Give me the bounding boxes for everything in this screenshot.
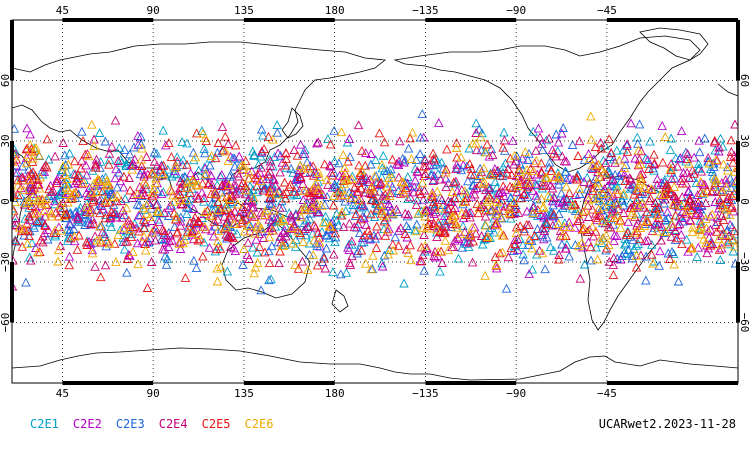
frame-ticks [10, 18, 740, 385]
top-lon-label-5: −90 [506, 4, 526, 17]
legend-item-c2e4: C2E4 [158, 417, 188, 431]
top-lon-label-4: −135 [412, 4, 439, 17]
japan-coastline [281, 107, 304, 139]
north-america-coastline [393, 35, 701, 173]
legend-item-c2e6: C2E6 [244, 417, 274, 431]
legend-item-c2e1: C2E1 [30, 417, 59, 431]
axis-labels: 45 45 90 90 135 135 180 180 −135 −135 −90 −90 −45 −45… [0, 4, 750, 400]
legend: C2E1 C2E2 C2E3 C2E4 C2E5 C2E6 [30, 417, 287, 431]
left-lat-label-3: −30 [0, 252, 12, 272]
africa-coastline [12, 149, 37, 263]
left-lat-label-1: 30 [0, 134, 12, 147]
right-lat-label-1: 30 [738, 134, 750, 147]
antarctica-coastline [12, 347, 738, 381]
graticule [12, 20, 738, 383]
top-lon-label-6: −45 [597, 4, 617, 17]
left-lat-label-2: 0 [0, 198, 12, 205]
europe-right-coastline [717, 83, 738, 97]
top-lon-label-3: 180 [325, 4, 345, 17]
right-lat-label-2: 0 [738, 198, 750, 205]
right-lat-label-0: 60 [738, 74, 750, 87]
right-lat-label-3: −30 [738, 252, 750, 272]
bottom-lon-label-6: −45 [597, 387, 617, 400]
eurasia-coastline [12, 41, 387, 199]
left-lat-label-4: −60 [0, 313, 12, 333]
right-lat-label-4: −60 [738, 313, 750, 333]
markers-c2e5 [12, 128, 738, 292]
greenland-coastline [639, 27, 709, 61]
observation-markers [12, 108, 738, 295]
left-lat-label-0: 60 [0, 74, 12, 87]
south-america-coastline [579, 175, 677, 331]
legend-item-c2e3: C2E3 [115, 417, 145, 431]
legend-item-c2e2: C2E2 [72, 417, 102, 431]
bottom-lon-label-5: −90 [506, 387, 526, 400]
top-lon-label-1: 90 [147, 4, 160, 17]
bottom-lon-label-3: 180 [325, 387, 345, 400]
legend-item-c2e5: C2E5 [201, 417, 231, 431]
markers-c2e6 [12, 111, 738, 286]
bottom-lon-label-1: 90 [147, 387, 160, 400]
top-lon-label-0: 45 [56, 4, 69, 17]
bottom-lon-label-2: 135 [234, 387, 254, 400]
top-lon-label-2: 135 [234, 4, 254, 17]
new-zealand-coastline [331, 289, 349, 313]
bottom-lon-label-0: 45 [56, 387, 69, 400]
bottom-lon-label-4: −135 [412, 387, 439, 400]
product-label: UCARwet2.2023-11-28 [598, 417, 736, 431]
